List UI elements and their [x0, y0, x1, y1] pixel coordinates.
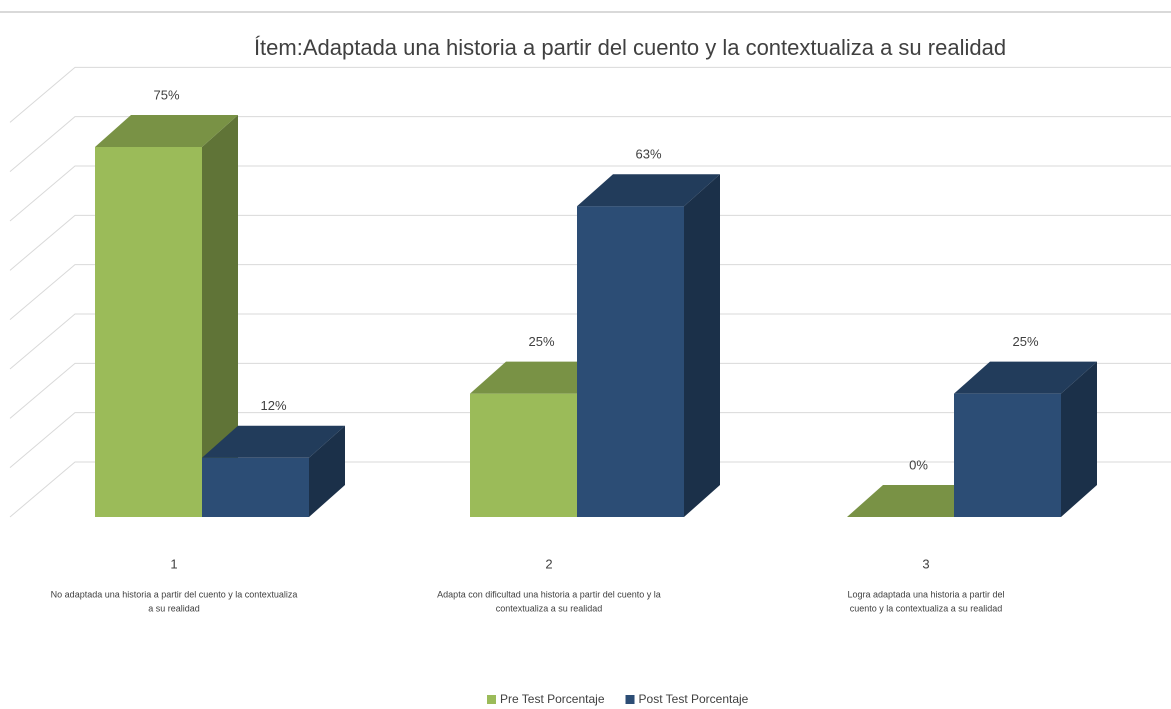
bar-side	[202, 115, 238, 517]
data-label: 0%	[909, 457, 928, 472]
grid-line	[9, 313, 1171, 370]
chart-title: Ítem:Adaptada una historia a partir del …	[254, 35, 1006, 60]
grid-line	[9, 165, 1171, 222]
x-tick-label: 1	[170, 556, 177, 571]
bar-top	[95, 115, 238, 147]
category-description: a su realidad	[148, 603, 200, 613]
category-description: Logra adaptada una historia a partir del	[847, 589, 1004, 599]
bar	[577, 206, 684, 517]
legend-swatch	[487, 695, 496, 704]
data-label: 25%	[528, 334, 554, 349]
bar-top	[954, 361, 1097, 394]
x-tick-label: 3	[922, 556, 929, 571]
bar-top	[577, 174, 720, 207]
data-label: 75%	[153, 87, 179, 102]
grid-line	[9, 264, 1171, 321]
grid-line	[9, 461, 1171, 518]
category-description: contextualiza a su realidad	[496, 603, 603, 613]
bar	[202, 457, 309, 517]
grid-line	[9, 66, 1171, 123]
legend-label: Post Test Porcentaje	[639, 692, 749, 706]
category-description: No adaptada una historia a partir del cu…	[51, 589, 298, 599]
data-label: 63%	[635, 147, 661, 162]
bar	[470, 393, 577, 517]
category-description: cuento y la contextualiza a su realidad	[850, 603, 1003, 613]
legend-swatch	[625, 695, 635, 704]
grid-line	[9, 412, 1171, 469]
bar-side	[684, 174, 720, 517]
bar-side	[309, 425, 345, 517]
bar-side	[1061, 361, 1097, 517]
grid-line	[9, 116, 1171, 173]
bar-top	[202, 425, 345, 458]
category-description: Adapta con dificultad una historia a par…	[437, 589, 661, 599]
x-tick-label: 2	[545, 556, 552, 571]
data-label: 12%	[260, 398, 286, 413]
data-label: 25%	[1012, 334, 1038, 349]
grid-line	[9, 214, 1171, 271]
bar	[954, 393, 1061, 517]
bar	[95, 147, 202, 517]
legend-label: Pre Test Porcentaje	[500, 692, 605, 706]
grid-line	[9, 362, 1171, 419]
